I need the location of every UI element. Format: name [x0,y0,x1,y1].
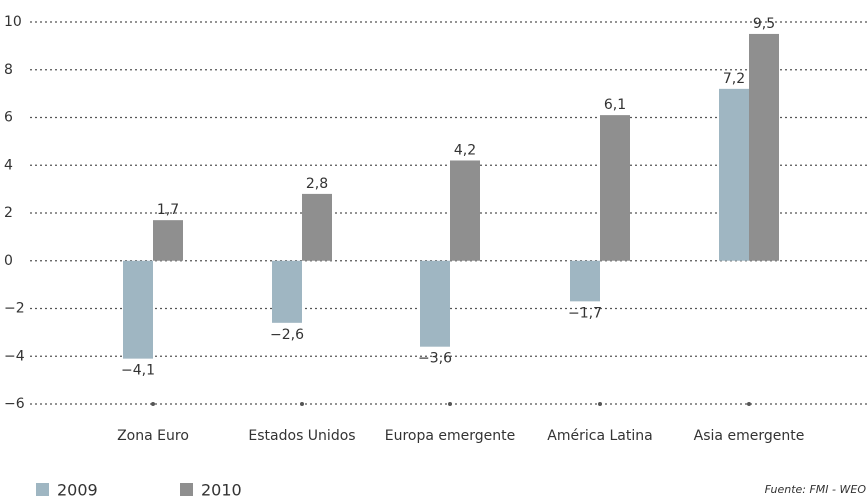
x-tick-dot [598,402,602,406]
x-tick-dot [300,402,304,406]
bar [600,115,630,261]
data-label: 2,8 [306,176,328,192]
data-label: 1,7 [157,202,179,218]
bar [749,33,779,261]
bar [450,160,480,261]
x-tick-label: América Latina [547,428,652,444]
data-label: −4,1 [121,363,155,379]
x-tick-label: Zona Euro [117,428,189,444]
bar [272,260,302,323]
y-tick-label: −4 [4,348,25,364]
bar [719,88,749,261]
y-tick-label: 10 [4,14,22,30]
y-tick-label: 6 [4,110,13,126]
bar [153,220,183,261]
data-label: 4,2 [454,142,476,158]
data-label: 7,2 [723,71,745,87]
x-tick-dot [747,402,751,406]
bar [123,260,153,359]
x-tick-dot [151,402,155,406]
y-tick-label: 0 [4,253,13,269]
x-tick-label: Asia emergente [694,428,805,444]
x-tick-label: Europa emergente [385,428,516,444]
data-label: −1,7 [568,305,602,321]
legend-label: 2009 [57,481,98,500]
y-tick-label: 8 [4,62,13,78]
bar [302,193,332,261]
legend-swatch [36,483,49,496]
x-tick-dot [448,402,452,406]
y-tick-label: 2 [4,205,13,221]
source: Fuente: FMI - WEO [765,483,867,496]
legend-label: 2010 [201,481,242,500]
bar [420,260,450,347]
y-tick-label: −6 [4,396,25,412]
data-label: 6,1 [604,97,626,113]
x-tick-label: Estados Unidos [248,428,355,444]
y-tick-label: −2 [4,301,25,317]
data-label: 9,5 [753,16,775,32]
y-tick-label: 4 [4,157,13,173]
legend-swatch [180,483,193,496]
data-label: −3,6 [418,351,452,367]
bar [570,260,600,302]
data-label: −2,6 [270,327,304,343]
